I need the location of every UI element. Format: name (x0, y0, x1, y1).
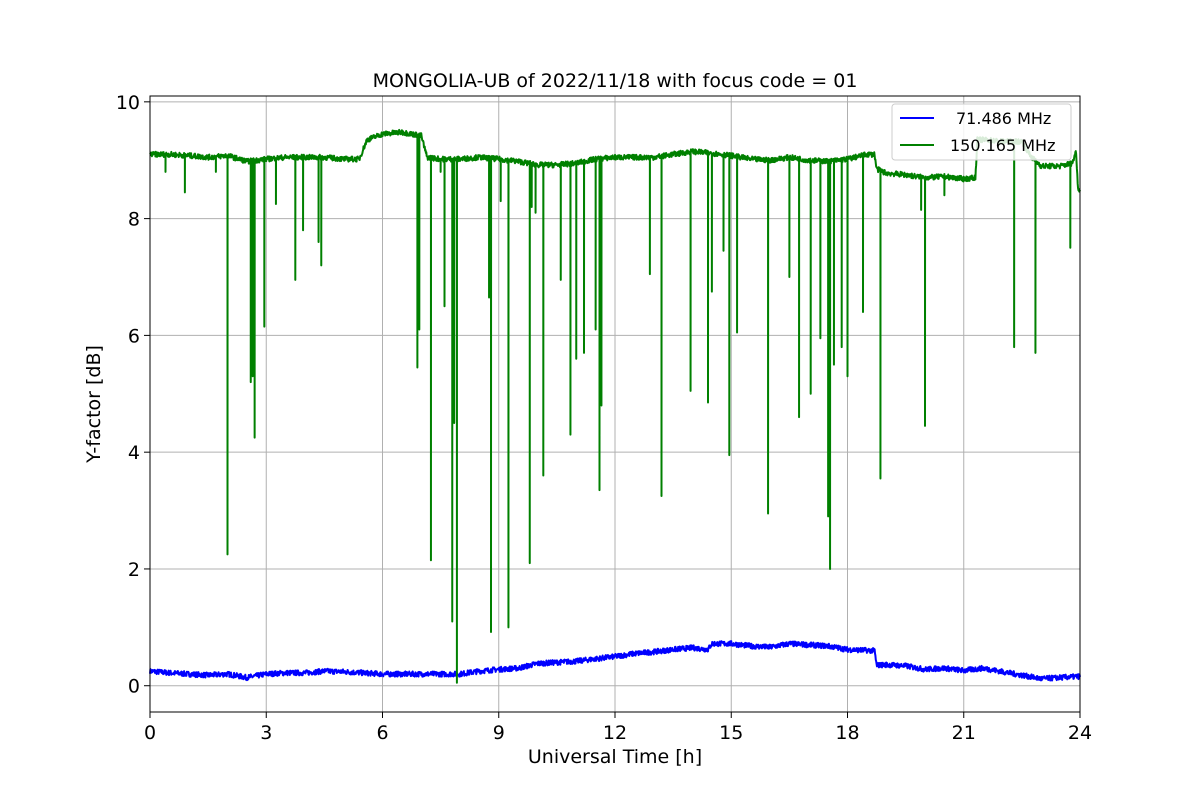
y-tick-label: 4 (128, 442, 140, 464)
x-axis-label: Universal Time [h] (528, 746, 702, 768)
series-line-1 (149, 128, 1081, 684)
y-tick-label: 2 (128, 559, 140, 581)
y-axis-label: Y-factor [dB] (83, 345, 105, 464)
x-tick-label: 21 (952, 722, 976, 744)
legend-label-71mhz: 71.486 MHz (956, 109, 1051, 128)
grid (149, 96, 1081, 712)
chart-title: MONGOLIA-UB of 2022/11/18 with focus cod… (373, 70, 858, 92)
y-tick-label: 0 (128, 676, 140, 698)
legend-box (891, 103, 1072, 161)
x-tick-label: 0 (144, 722, 156, 744)
x-tick-label: 24 (1068, 722, 1092, 744)
x-tick-label: 6 (376, 722, 388, 744)
x-tick-label: 12 (603, 722, 627, 744)
legend-label-150mhz: 150.165 MHz (950, 136, 1055, 155)
x-tick-label: 9 (493, 722, 505, 744)
x-tick-label: 18 (835, 722, 859, 744)
x-tick-label: 3 (260, 722, 272, 744)
y-tick-label: 10 (116, 92, 140, 114)
x-tick-label: 15 (719, 722, 743, 744)
legend: 71.486 MHz 150.165 MHz (891, 103, 1072, 161)
y-tick-label: 6 (128, 325, 140, 347)
series-group (149, 128, 1081, 684)
y-tick-label: 8 (128, 209, 140, 231)
series-line-0 (149, 640, 1081, 682)
